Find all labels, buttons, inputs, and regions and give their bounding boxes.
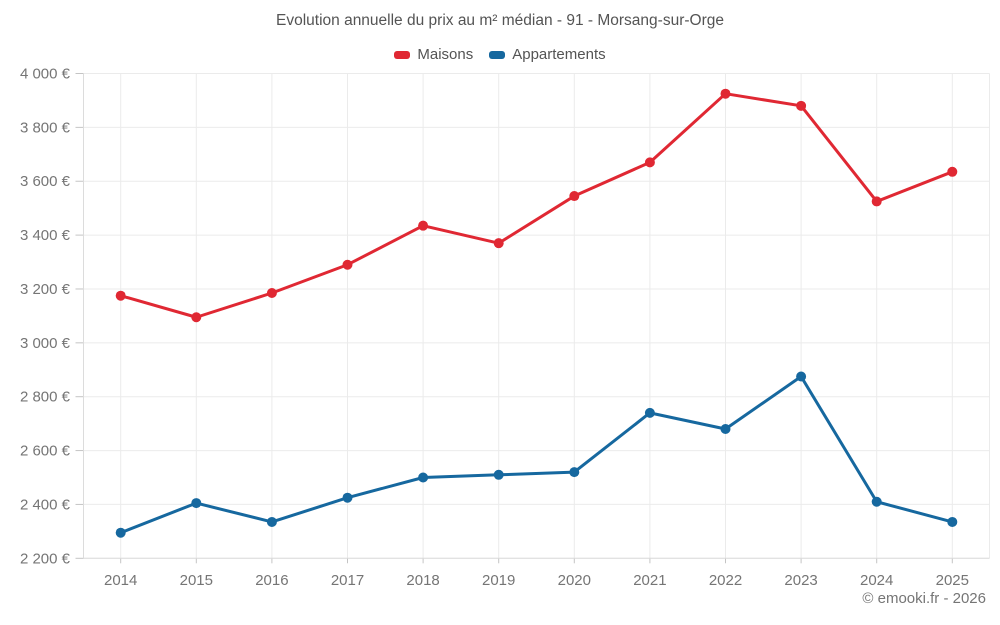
data-point-maisons-2015[interactable] <box>191 312 202 323</box>
y-axis-label: 2 200 € <box>20 550 71 567</box>
data-point-appartements-2023[interactable] <box>796 371 807 382</box>
x-axis-label: 2022 <box>709 572 742 589</box>
data-point-appartements-2018[interactable] <box>418 472 429 483</box>
data-point-maisons-2020[interactable] <box>569 191 580 202</box>
data-point-appartements-2020[interactable] <box>569 467 580 478</box>
data-point-maisons-2025[interactable] <box>947 166 958 177</box>
x-axis-label: 2016 <box>255 572 288 589</box>
legend-item-appartements[interactable]: Appartements <box>489 46 606 63</box>
series-line-maisons <box>119 92 954 319</box>
data-point-appartements-2017[interactable] <box>342 492 353 503</box>
x-axis-label: 2014 <box>104 572 137 589</box>
y-axis-label: 2 800 € <box>20 389 71 406</box>
data-point-maisons-2024[interactable] <box>871 196 882 207</box>
x-axis-label: 2023 <box>784 572 817 589</box>
x-axis-label: 2021 <box>633 572 666 589</box>
y-axis-label: 2 400 € <box>20 496 71 513</box>
data-point-appartements-2025[interactable] <box>947 516 958 527</box>
data-point-appartements-2019[interactable] <box>493 469 504 480</box>
legend-label-maisons: Maisons <box>417 46 474 63</box>
data-point-appartements-2015[interactable] <box>191 498 202 509</box>
data-point-maisons-2014[interactable] <box>115 290 126 301</box>
chart-title: Evolution annuelle du prix au m² médian … <box>276 12 724 29</box>
x-axis-label: 2017 <box>331 572 364 589</box>
data-point-maisons-2016[interactable] <box>266 288 277 299</box>
x-axis-label: 2024 <box>860 572 893 589</box>
x-axis-label: 2020 <box>558 572 591 589</box>
y-axis-label: 4 000 € <box>20 66 71 83</box>
data-point-appartements-2022[interactable] <box>720 424 731 435</box>
legend-item-maisons[interactable]: Maisons <box>394 46 473 63</box>
data-point-maisons-2022[interactable] <box>720 88 731 99</box>
data-point-appartements-2016[interactable] <box>266 516 277 527</box>
legend-label-appartements: Appartements <box>512 46 606 63</box>
data-point-maisons-2021[interactable] <box>644 157 655 168</box>
legend-swatch-maisons-icon <box>394 50 411 59</box>
x-axis-label: 2025 <box>936 572 969 589</box>
data-point-appartements-2014[interactable] <box>115 527 126 538</box>
x-axis-label: 2015 <box>180 572 213 589</box>
x-axis-label: 2019 <box>482 572 515 589</box>
data-point-appartements-2021[interactable] <box>644 407 655 418</box>
legend: Maisons Appartements <box>0 46 1000 63</box>
y-axis-label: 3 200 € <box>20 281 71 298</box>
copyright-credit: © emooki.fr - 2026 <box>862 590 986 607</box>
y-axis-label: 3 000 € <box>20 335 71 352</box>
data-point-maisons-2019[interactable] <box>493 238 504 249</box>
legend-swatch-appartements-icon <box>489 50 506 59</box>
y-axis-label: 3 400 € <box>20 227 71 244</box>
data-point-maisons-2017[interactable] <box>342 259 353 270</box>
data-point-appartements-2024[interactable] <box>871 496 882 507</box>
x-axis-label: 2018 <box>406 572 439 589</box>
y-axis-label: 3 800 € <box>20 119 71 136</box>
data-point-maisons-2023[interactable] <box>796 100 807 111</box>
series-line-appartements <box>119 375 954 535</box>
y-axis-label: 2 600 € <box>20 443 71 460</box>
y-axis-label: 3 600 € <box>20 173 71 190</box>
data-point-maisons-2018[interactable] <box>418 220 429 231</box>
